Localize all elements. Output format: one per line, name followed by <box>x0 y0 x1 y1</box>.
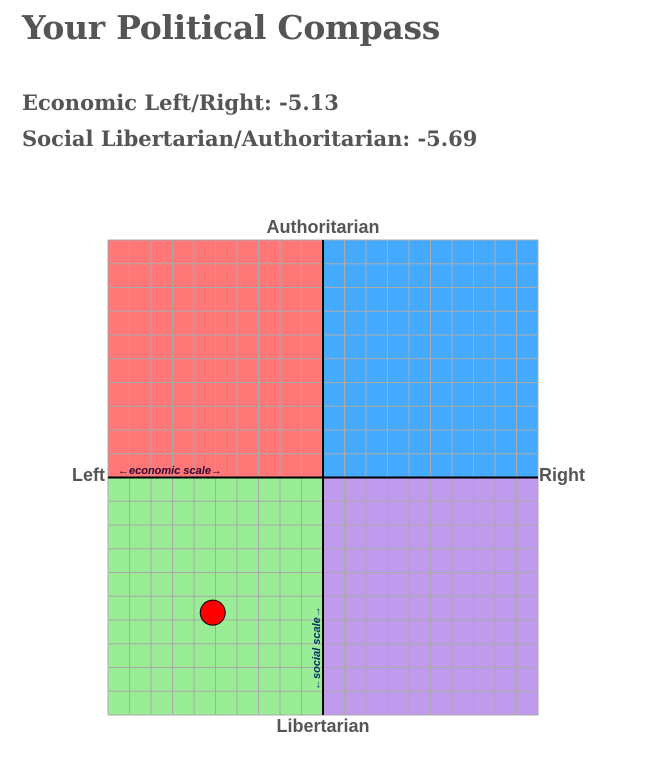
page-title: Your Political Compass <box>22 8 441 47</box>
axis-label-left: Left <box>72 465 105 485</box>
axis-label-top: Authoritarian <box>266 217 379 237</box>
economic-scale-label: ←economic scale→ <box>118 465 222 477</box>
social-score: Social Libertarian/Authoritarian: -5.69 <box>22 126 478 151</box>
economic-score: Economic Left/Right: -5.13 <box>22 90 339 115</box>
axis-label-bottom: Libertarian <box>276 716 369 736</box>
position-marker <box>199 599 226 626</box>
points-layer <box>199 599 226 626</box>
axis-label-right: Right <box>539 465 585 485</box>
social-scale-label: ←social scale→ <box>311 606 323 690</box>
